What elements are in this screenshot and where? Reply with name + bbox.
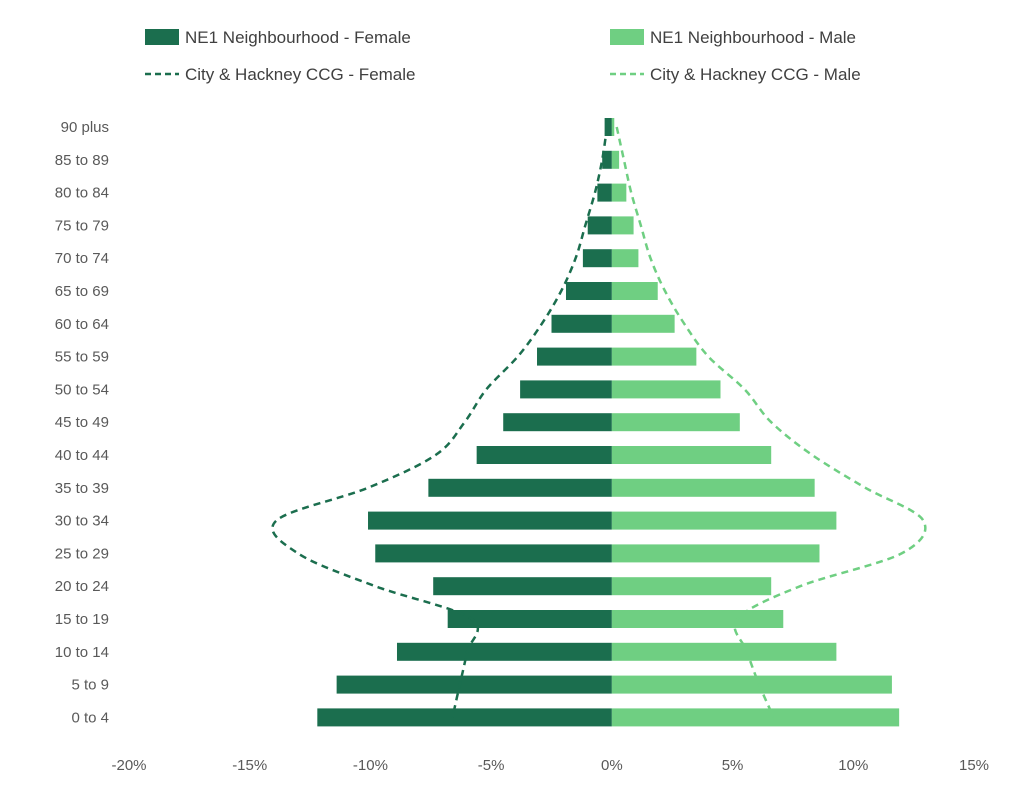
y-tick-label: 5 to 9: [71, 677, 109, 694]
bar-male-4: [611, 249, 639, 268]
y-tick-label: 45 to 49: [55, 414, 109, 431]
legend-swatch-1: [610, 29, 644, 45]
x-tick-label: 15%: [959, 757, 989, 774]
bar-female-7: [537, 347, 612, 366]
y-tick-label: 60 to 64: [55, 316, 109, 333]
x-tick-label: 10%: [838, 757, 868, 774]
x-tick-label: 0%: [601, 757, 623, 774]
bar-female-1: [602, 150, 612, 169]
y-tick-label: 55 to 59: [55, 349, 109, 366]
bar-male-16: [611, 642, 837, 661]
y-tick-label: 50 to 54: [55, 381, 109, 398]
legend-label-2: City & Hackney CCG - Female: [185, 65, 416, 84]
legend-label-3: City & Hackney CCG - Male: [650, 65, 861, 84]
y-tick-label: 90 plus: [61, 119, 109, 136]
bar-female-9: [503, 413, 612, 432]
bar-female-17: [336, 675, 612, 694]
bar-female-18: [317, 708, 612, 727]
x-tick-label: -15%: [232, 757, 267, 774]
bar-male-3: [611, 216, 634, 235]
bar-female-0: [604, 118, 612, 136]
y-tick-label: 35 to 39: [55, 480, 109, 497]
y-tick-label: 25 to 29: [55, 545, 109, 562]
bar-female-10: [476, 446, 612, 464]
legend-label-1: NE1 Neighbourhood - Male: [650, 28, 856, 47]
x-tick-label: -20%: [111, 757, 146, 774]
bar-female-15: [447, 610, 612, 628]
y-tick-label: 85 to 89: [55, 152, 109, 169]
bar-female-13: [375, 544, 612, 563]
bar-male-7: [611, 347, 697, 366]
y-tick-label: 10 to 14: [55, 644, 109, 661]
legend-swatch-0: [145, 29, 179, 45]
bar-male-12: [611, 511, 837, 530]
bar-male-8: [611, 380, 721, 399]
series-line-ccg-male: [615, 126, 927, 718]
y-tick-label: 15 to 19: [55, 611, 109, 628]
bar-male-6: [611, 314, 675, 333]
y-tick-label: 30 to 34: [55, 513, 109, 530]
x-tick-label: -10%: [353, 757, 388, 774]
bar-male-18: [611, 708, 900, 727]
bar-female-14: [433, 577, 612, 596]
x-tick-label: 5%: [722, 757, 744, 774]
bar-male-15: [611, 610, 784, 628]
bar-female-3: [587, 216, 612, 235]
y-tick-label: 20 to 24: [55, 578, 109, 595]
x-tick-label: -5%: [478, 757, 505, 774]
y-tick-label: 80 to 84: [55, 185, 109, 202]
bar-male-10: [611, 446, 772, 464]
y-tick-label: 40 to 44: [55, 447, 109, 464]
bar-female-12: [368, 511, 612, 530]
bar-female-8: [520, 380, 612, 399]
bar-male-9: [611, 413, 740, 432]
bar-female-6: [551, 314, 612, 333]
bar-male-11: [611, 478, 815, 497]
bar-male-17: [611, 675, 892, 694]
bar-male-0: [611, 118, 615, 136]
bar-female-2: [597, 183, 612, 202]
y-tick-label: 75 to 79: [55, 217, 109, 234]
legend-label-0: NE1 Neighbourhood - Female: [185, 28, 411, 47]
bar-female-11: [428, 478, 612, 497]
bar-male-14: [611, 577, 772, 596]
y-tick-label: 65 to 69: [55, 283, 109, 300]
bar-male-13: [611, 544, 820, 563]
y-tick-label: 70 to 74: [55, 250, 109, 267]
bar-female-5: [565, 282, 612, 300]
bar-male-5: [611, 282, 658, 300]
y-tick-label: 0 to 4: [71, 709, 109, 726]
bar-male-2: [611, 183, 627, 202]
series-line-ccg-female: [271, 126, 609, 718]
bar-female-16: [396, 642, 612, 661]
bar-female-4: [582, 249, 612, 268]
bar-male-1: [611, 150, 620, 169]
